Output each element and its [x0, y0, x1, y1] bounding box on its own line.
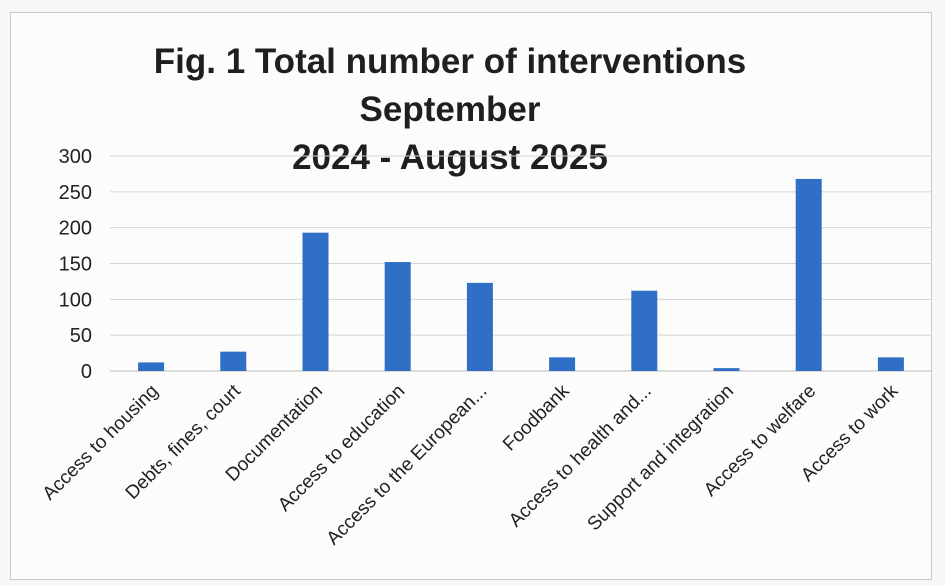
- bar: [877, 357, 904, 371]
- bar: [466, 282, 493, 371]
- chart-title-line-1: Fig. 1 Total number of interventions Sep…: [153, 42, 747, 129]
- bar: [713, 368, 740, 371]
- y-tick-label: 50: [70, 325, 92, 347]
- y-tick-label: 0: [81, 361, 92, 383]
- x-category-label: Access to the European...: [323, 381, 492, 550]
- y-tick-label: 200: [59, 218, 92, 240]
- chart-title: Fig. 1 Total number of interventions Sep…: [80, 38, 820, 182]
- bar: [220, 351, 247, 371]
- y-tick-label: 300: [59, 146, 92, 168]
- bar: [549, 357, 576, 371]
- y-tick-label: 250: [59, 182, 92, 204]
- x-category-label: Support and integration: [583, 381, 738, 536]
- bar: [302, 232, 329, 371]
- y-tick-label: 150: [59, 254, 92, 276]
- y-tick-label: 100: [59, 289, 92, 311]
- bar: [138, 362, 165, 371]
- bar: [384, 262, 411, 371]
- bar: [631, 290, 658, 371]
- x-category-label: Access to health and...: [505, 381, 656, 532]
- bar: [795, 178, 822, 371]
- chart-title-line-2: 2024 - August 2025: [292, 138, 608, 177]
- x-category-label: Foodbank: [499, 380, 574, 455]
